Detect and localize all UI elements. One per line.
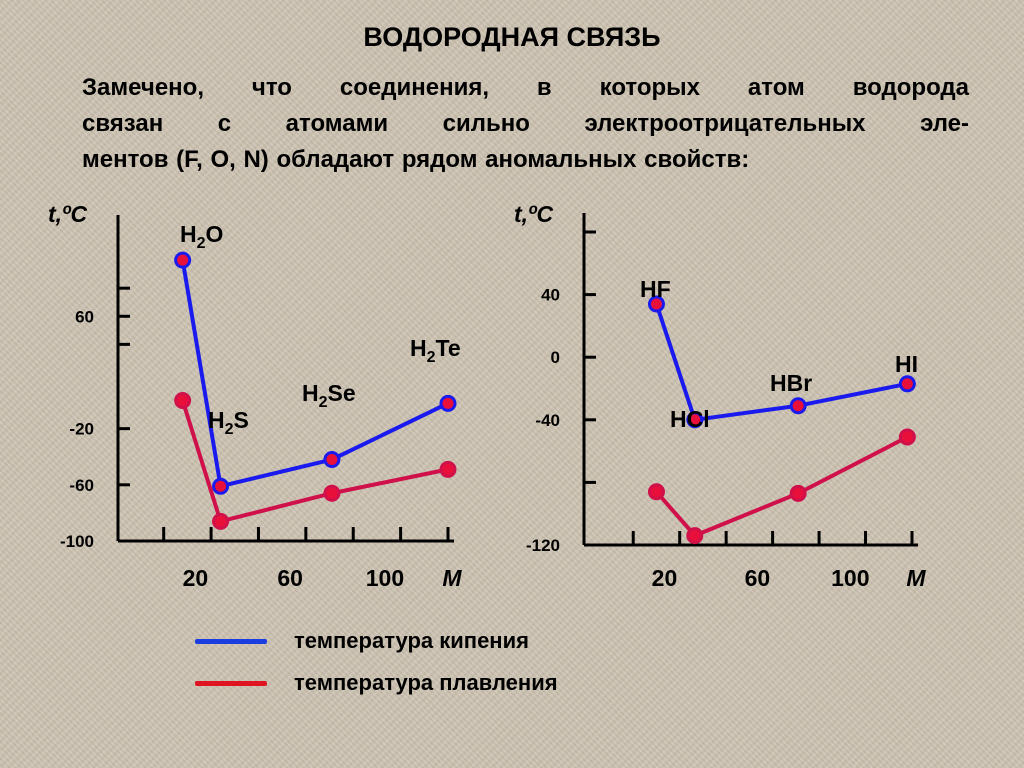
y-tick-label: -60 xyxy=(69,476,94,495)
page-title: ВОДОРОДНАЯ СВЯЗЬ xyxy=(363,22,661,52)
y-tick-label: -120 xyxy=(526,536,560,555)
legend-swatch-boiling xyxy=(195,638,267,644)
data-point-boiling xyxy=(898,375,916,393)
compound-label: HCl xyxy=(670,406,710,432)
data-point-melting xyxy=(789,484,807,502)
series-line-boiling xyxy=(654,303,908,422)
intro-line: Замечено, что соединения, в которых атом… xyxy=(82,74,969,101)
data-point-boiling xyxy=(789,397,807,415)
data-point-melting xyxy=(647,483,665,501)
x-axis-label: M xyxy=(442,565,462,591)
data-point-melting xyxy=(323,484,341,502)
y-tick-label: 60 xyxy=(75,307,94,326)
legend-label-melting: температура плавления xyxy=(294,670,558,695)
series-line-boiling xyxy=(180,259,449,489)
y-tick-label: -40 xyxy=(535,411,560,430)
legend-item-melting: температура плавления xyxy=(195,668,558,698)
compound-label: HBr xyxy=(770,370,812,396)
compound-label: HF xyxy=(640,276,671,302)
x-tick-label: 100 xyxy=(831,565,869,591)
series-line-melting xyxy=(654,435,909,538)
data-point-boiling xyxy=(323,451,341,469)
y-axis-label: t,ºC xyxy=(48,201,87,227)
data-point-boiling xyxy=(647,295,665,313)
compound-label: H2Se xyxy=(302,380,356,411)
x-tick-label: 20 xyxy=(652,565,678,591)
data-point-boiling xyxy=(174,251,192,269)
legend-item-boiling: температура кипения xyxy=(195,626,529,656)
y-tick-label: 40 xyxy=(541,286,560,305)
y-axis-label: t,ºC xyxy=(514,201,553,227)
data-point-boiling xyxy=(212,477,230,495)
x-tick-label: 60 xyxy=(745,565,771,591)
data-point-melting xyxy=(439,460,457,478)
intro-line: ментов (F, O, N) обладают рядом аномальн… xyxy=(82,142,969,178)
y-tick-label: -20 xyxy=(69,420,94,439)
intro-line: связан с атомами сильно электроотрицател… xyxy=(82,110,969,137)
data-point-boiling xyxy=(686,411,704,429)
y-tick-label: -100 xyxy=(60,532,94,551)
compound-label: H2O xyxy=(180,221,223,252)
series-line-melting xyxy=(180,399,449,524)
chart-hx-compounds: 40 0 -40 -120 20 60 100 Mt,ºC HF HCl HBr HI xyxy=(514,201,926,591)
x-tick-label: 100 xyxy=(366,565,404,591)
data-point-melting xyxy=(686,527,704,545)
legend-label-boiling: температура кипения xyxy=(294,628,529,653)
chart-h2x-compounds: 60 -20 -60 -100 20 60 100 Mt,ºC H2O H2S H2Se H2Te xyxy=(48,201,462,591)
x-axis-label: M xyxy=(906,565,926,591)
data-point-boiling xyxy=(439,394,457,412)
intro-paragraph: Замечено, что соединения, в которых атом… xyxy=(82,70,969,178)
x-tick-label: 20 xyxy=(183,565,209,591)
data-point-melting xyxy=(898,428,916,446)
data-point-melting xyxy=(212,512,230,530)
y-tick-label: 0 xyxy=(551,348,560,367)
legend-swatch-melting xyxy=(195,680,267,686)
data-point-melting xyxy=(174,392,192,410)
intro-line-text: ментов (F, O, N) обладают рядом аномальн… xyxy=(82,146,750,173)
x-tick-label: 60 xyxy=(277,565,303,591)
compound-label: H2Te xyxy=(410,335,461,366)
compound-label: H2S xyxy=(208,407,249,438)
compound-label: HI xyxy=(895,351,918,377)
